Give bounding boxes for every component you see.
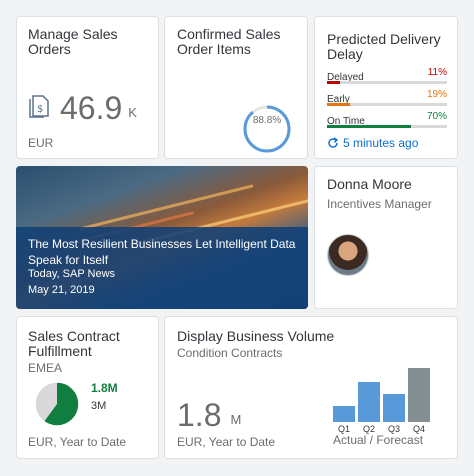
row-bar-fill <box>327 125 411 128</box>
tile-title: Display Business Volume <box>177 328 335 344</box>
row-bar <box>327 81 447 84</box>
contact-name: Donna Moore <box>327 176 412 192</box>
delivery-row-delayed: Delayed 11% <box>327 67 447 85</box>
sales-document-icon: $ <box>28 93 50 124</box>
tile-subtitle: Condition Contracts <box>177 346 283 360</box>
row-bar <box>327 125 447 128</box>
chart-column-q4 <box>408 367 430 422</box>
kpi-block: 1.8 M <box>177 399 241 431</box>
news-tile[interactable]: The Most Resilient Businesses Let Intell… <box>16 166 308 309</box>
tile-title: Sales Contract Fulfillment <box>28 328 120 359</box>
chart-caption: Actual / Forecast <box>333 433 424 447</box>
avatar <box>327 234 369 276</box>
tile-title: Manage Sales Orders <box>28 26 118 57</box>
radial-progress-label: 88.8% <box>252 115 282 126</box>
row-bar <box>327 103 447 106</box>
fulfilled-value: 1.8M <box>91 381 118 395</box>
news-headline: The Most Resilient Businesses Let Intell… <box>28 237 296 267</box>
sales-contract-fulfillment-tile[interactable]: Sales Contract Fulfillment EMEA 1.8M 3M … <box>16 316 159 459</box>
delivery-row-early: Early 19% <box>327 89 447 107</box>
pie-border <box>34 381 80 427</box>
row-bar-fill <box>327 81 341 84</box>
kpi-scale: M <box>230 412 242 427</box>
refresh-link[interactable]: 5 minutes ago <box>327 136 418 150</box>
kpi-scale: K <box>128 105 137 120</box>
chart-category-label: Q3 <box>387 424 400 434</box>
tile-title: Confirmed Sales Order Items <box>177 26 281 57</box>
tile-footer: EUR <box>28 136 54 150</box>
news-date: May 21, 2019 <box>28 284 95 296</box>
display-business-volume-tile[interactable]: Display Business Volume Condition Contra… <box>164 316 458 459</box>
manage-sales-orders-tile[interactable]: Manage Sales Orders $ 46.9 K EUR <box>16 16 159 159</box>
predicted-delivery-delay-tile[interactable]: Predicted Delivery Delay Delayed 11% Ear… <box>314 16 458 159</box>
confirmed-sales-order-items-tile[interactable]: Confirmed Sales Order Items 88.8% <box>164 16 308 159</box>
chart-category-label: Q1 <box>337 424 350 434</box>
kpi-block: $ 46.9 K <box>28 92 137 124</box>
contact-role: Incentives Manager <box>327 197 432 211</box>
chart-category-label: Q4 <box>412 424 425 434</box>
row-percent: 19% <box>426 89 447 100</box>
tile-subtitle: EMEA <box>28 361 63 375</box>
chart-column-q1 <box>333 406 355 422</box>
row-bar-fill <box>327 103 350 106</box>
refresh-icon <box>328 137 339 148</box>
row-percent: 11% <box>427 67 447 78</box>
delivery-row-on-time: On Time 70% <box>327 111 447 129</box>
chart-column-q2 <box>358 381 380 422</box>
tile-footer: EUR, Year to Date <box>28 435 127 449</box>
svg-text:$: $ <box>37 104 43 115</box>
chart-category-label: Q2 <box>362 424 375 434</box>
radial-progress-arc <box>243 105 291 153</box>
refresh-time: 5 minutes ago <box>343 136 419 150</box>
fulfillment-pie-chart <box>34 381 80 427</box>
tile-title: Predicted Delivery Delay <box>327 31 441 62</box>
news-source: Today, SAP News <box>28 268 116 280</box>
target-value: 3M <box>91 400 107 412</box>
quarterly-column-chart: Q1 Q2 Q3 Q4 <box>333 362 433 448</box>
row-label: On Time <box>327 116 365 127</box>
row-label: Early <box>327 94 350 105</box>
contact-tile[interactable]: Donna Moore Incentives Manager <box>314 166 458 309</box>
kpi-value: 1.8 <box>177 397 222 433</box>
row-label: Delayed <box>327 72 364 83</box>
pie-slice <box>44 382 79 426</box>
news-image-streak <box>78 184 254 231</box>
news-overlay <box>16 227 308 309</box>
row-percent: 70% <box>426 111 447 122</box>
tile-footer: EUR, Year to Date <box>177 435 276 449</box>
chart-column-q3 <box>383 394 405 422</box>
kpi-value: 46.9 <box>60 90 123 126</box>
radial-progress-chart <box>243 105 291 153</box>
